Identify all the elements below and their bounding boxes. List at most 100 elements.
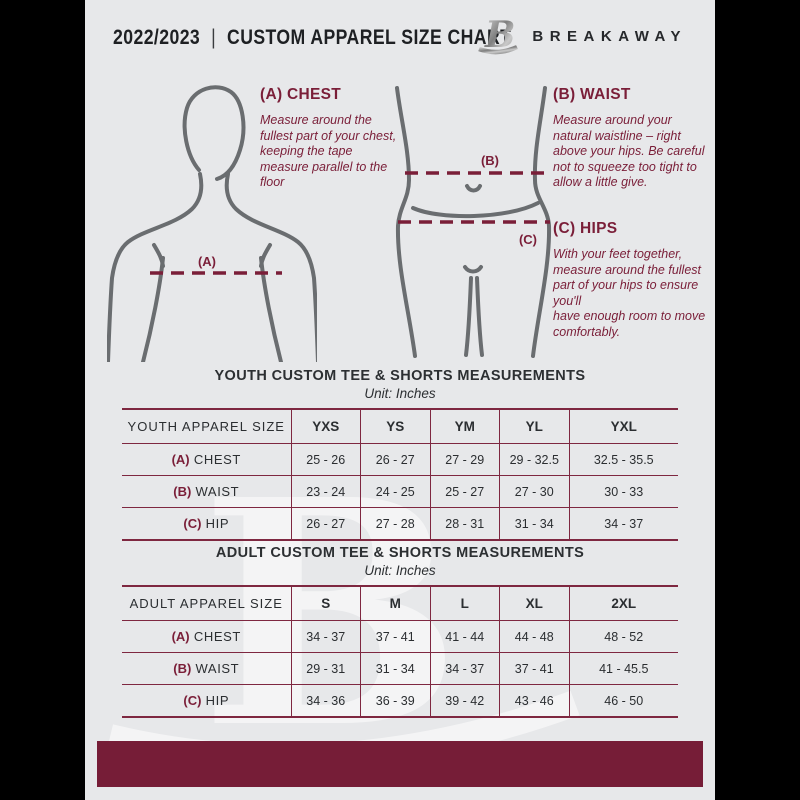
size-cell: 36 - 39 xyxy=(360,684,431,718)
hips-instruction: (C) HIPS With your feet together, measur… xyxy=(553,220,715,340)
waist-line-label: (B) xyxy=(481,153,499,168)
figure-left-shoulder-arm xyxy=(107,172,204,362)
adult-size-xl: XL xyxy=(499,585,570,621)
size-cell: 29 - 31 xyxy=(290,652,361,685)
youth-size-table: YOUTH APPAREL SIZE YXS YS YM YL YXL (A) … xyxy=(122,408,678,541)
row-prefix: (C) xyxy=(183,516,202,531)
youth-size-col-header: YOUTH APPAREL SIZE xyxy=(122,408,292,444)
size-cell: 31 - 34 xyxy=(499,507,570,541)
adult-size-l: L xyxy=(429,585,500,621)
chest-instruction: (A) CHEST Measure around the fullest par… xyxy=(260,86,402,191)
adult-size-s: S xyxy=(290,585,361,621)
youth-waist-label: (B) WAIST xyxy=(122,475,292,508)
adult-waist-row: (B) WAIST 29 - 31 31 - 34 34 - 37 37 - 4… xyxy=(122,652,678,685)
size-cell: 31 - 34 xyxy=(360,652,431,685)
size-cell: 32.5 - 35.5 xyxy=(568,443,678,476)
torso-chest-figure: (A) xyxy=(107,85,317,362)
figure-left-side xyxy=(395,86,417,358)
header: 2022/2023 | CUSTOM APPAREL SIZE CHART B … xyxy=(85,0,715,70)
figure-left-inner-leg xyxy=(464,276,473,357)
size-cell: 26 - 27 xyxy=(360,443,431,476)
size-cell: 29 - 32.5 xyxy=(499,443,570,476)
title-text: CUSTOM APPAREL SIZE CHART xyxy=(227,26,512,49)
adult-size-table: ADULT APPAREL SIZE S M L XL 2XL (A) CHES… xyxy=(122,585,678,718)
size-cell: 27 - 30 xyxy=(499,475,570,508)
hips-line-label: (C) xyxy=(519,232,537,247)
youth-table-title: YOUTH CUSTOM TEE & SHORTS MEASUREMENTS xyxy=(214,368,586,384)
figure-hip-crease xyxy=(411,201,540,219)
title-year: 2022/2023 xyxy=(113,26,201,49)
size-cell: 34 - 36 xyxy=(290,684,361,718)
size-cell: 23 - 24 xyxy=(290,475,361,508)
page-title: 2022/2023 | CUSTOM APPAREL SIZE CHART xyxy=(113,26,511,50)
torso-hips-figure: (B) (C) xyxy=(395,86,552,358)
figure-navel xyxy=(465,184,482,193)
figure-crotch xyxy=(463,265,483,274)
row-label: CHEST xyxy=(193,452,241,467)
youth-chest-row: (A) CHEST 25 - 26 26 - 27 27 - 29 29 - 3… xyxy=(122,443,678,476)
figure-right-inner-leg xyxy=(475,276,484,357)
size-chart-page: B 2022/2023 | CUSTOM APPAREL SIZE CHART … xyxy=(85,0,715,800)
adult-size-m: M xyxy=(360,585,431,621)
row-prefix: (A) xyxy=(171,629,190,644)
row-prefix: (A) xyxy=(171,452,190,467)
youth-size-yxl: YXL xyxy=(568,408,678,444)
youth-section: YOUTH CUSTOM TEE & SHORTS MEASUREMENTS U… xyxy=(85,368,715,541)
adult-table-unit: Unit: Inches xyxy=(364,563,436,578)
size-cell: 43 - 46 xyxy=(499,684,570,718)
size-cell: 26 - 27 xyxy=(290,507,361,541)
waist-instruction-body: Measure around your natural waistline – … xyxy=(553,113,705,189)
size-cell: 41 - 44 xyxy=(429,620,500,653)
size-cell: 37 - 41 xyxy=(499,652,570,685)
hips-instruction-title: (C) HIPS xyxy=(553,220,618,237)
row-prefix: (B) xyxy=(173,484,192,499)
row-label: HIP xyxy=(205,693,230,708)
youth-waist-row: (B) WAIST 23 - 24 24 - 25 25 - 27 27 - 3… xyxy=(122,475,678,508)
adult-chest-label: (A) CHEST xyxy=(122,620,292,653)
adult-table-title: ADULT CUSTOM TEE & SHORTS MEASUREMENTS xyxy=(215,545,585,561)
figure-right-side xyxy=(531,86,552,358)
row-prefix: (C) xyxy=(183,693,202,708)
size-cell: 41 - 45.5 xyxy=(568,652,678,685)
size-cell: 34 - 37 xyxy=(568,507,678,541)
figure-right-shoulder-arm xyxy=(224,172,317,362)
adult-size-col-header: ADULT APPAREL SIZE xyxy=(122,585,292,621)
adult-chest-row: (A) CHEST 34 - 37 37 - 41 41 - 44 44 - 4… xyxy=(122,620,678,653)
size-cell: 24 - 25 xyxy=(360,475,431,508)
youth-hip-label: (C) HIP xyxy=(122,507,292,541)
adult-hip-label: (C) HIP xyxy=(122,684,292,718)
size-cell: 28 - 31 xyxy=(429,507,500,541)
size-cell: 34 - 37 xyxy=(429,652,500,685)
youth-hip-row: (C) HIP 26 - 27 27 - 28 28 - 31 31 - 34 … xyxy=(122,507,678,541)
size-cell: 44 - 48 xyxy=(499,620,570,653)
brand-wordmark: BREAKAWAY xyxy=(532,27,687,45)
figure-left-armpit xyxy=(152,243,165,268)
youth-size-ys: YS xyxy=(360,408,431,444)
figure-right-armpit xyxy=(259,243,272,268)
row-label: WAIST xyxy=(195,661,240,676)
size-cell: 46 - 50 xyxy=(568,684,678,718)
size-cell: 27 - 28 xyxy=(360,507,431,541)
size-cell: 37 - 41 xyxy=(360,620,431,653)
chest-line-label: (A) xyxy=(198,254,216,269)
youth-size-yl: YL xyxy=(499,408,570,444)
figure-head xyxy=(182,85,246,181)
youth-chest-label: (A) CHEST xyxy=(122,443,292,476)
adult-header-row: ADULT APPAREL SIZE S M L XL 2XL xyxy=(122,585,678,621)
youth-size-ym: YM xyxy=(429,408,500,444)
youth-table-unit: Unit: Inches xyxy=(364,386,436,401)
size-cell: 27 - 29 xyxy=(429,443,500,476)
waist-instruction-title: (B) WAIST xyxy=(553,86,631,103)
hips-instruction-body: With your feet together, measure around … xyxy=(553,247,706,339)
row-label: HIP xyxy=(205,516,230,531)
size-cell: 39 - 42 xyxy=(429,684,500,718)
size-cell: 25 - 27 xyxy=(429,475,500,508)
adult-hip-row: (C) HIP 34 - 36 36 - 39 39 - 42 43 - 46 … xyxy=(122,684,678,718)
adult-section: ADULT CUSTOM TEE & SHORTS MEASUREMENTS U… xyxy=(85,545,715,718)
title-divider: | xyxy=(211,26,217,49)
row-label: WAIST xyxy=(195,484,240,499)
size-cell: 48 - 52 xyxy=(568,620,678,653)
adult-waist-label: (B) WAIST xyxy=(122,652,292,685)
youth-header-row: YOUTH APPAREL SIZE YXS YS YM YL YXL xyxy=(122,408,678,444)
youth-size-yxs: YXS xyxy=(290,408,361,444)
